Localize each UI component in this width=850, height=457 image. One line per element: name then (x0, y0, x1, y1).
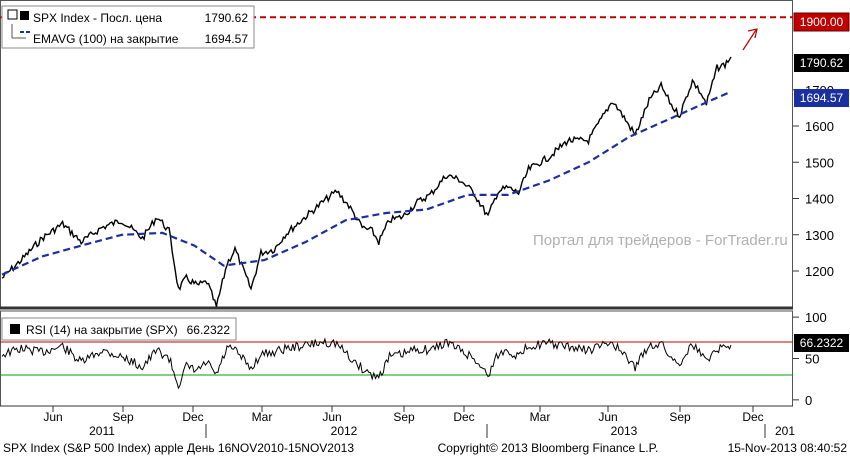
x-month-label: Sep (112, 410, 134, 424)
price-tick-label: 1400 (805, 192, 834, 207)
last-ema-tag: 1694.57 (794, 89, 849, 107)
target-value-tag: 1900.00 (793, 12, 850, 32)
rsi-legend-label: RSI (14) на закрытие (SPX) (26, 323, 178, 337)
target-value-label: 1900.00 (800, 15, 844, 29)
x-month-label: Dec (453, 410, 474, 424)
x-axis: Jun Sep Dec Mar Jun Sep Dec Mar Jun Sep Dec 2011 201… (0, 405, 795, 438)
footer: SPX Index (S&P 500 Index) apple День 16N… (3, 441, 847, 455)
last-ema-label: 1694.57 (800, 91, 844, 105)
last-price-tag: 1790.62 (794, 54, 849, 72)
rsi-legend-swatch (10, 324, 20, 334)
footer-copyright: Copyright© 2013 Bloomberg Finance L.P. (438, 441, 659, 455)
rsi-tick-label: 50 (805, 352, 819, 367)
price-tick-label: 1500 (805, 155, 834, 170)
last-price-label: 1790.62 (800, 56, 844, 70)
x-year-label: 2013 (611, 424, 638, 438)
price-legend-label: SPX Index - Посл. цена (33, 11, 162, 25)
rsi-last-label: 66.2322 (800, 336, 844, 350)
x-month-label: Sep (669, 410, 691, 424)
x-month-label: Mar (252, 410, 273, 424)
price-legend: SPX Index - Посл. цена 1790.62 EMAVG (10… (1, 5, 255, 49)
watermark-text: Портал для трейдеров - ForTrader.ru (533, 232, 788, 249)
ema-legend-value: 1694.57 (205, 32, 249, 46)
x-month-label: Dec (182, 410, 203, 424)
rsi-series-group (1, 337, 732, 390)
rsi-legend: RSI (14) на закрытие (SPX) 66.2322 (1, 317, 237, 341)
x-month-label: Jun (322, 410, 341, 424)
ema-series-line (1, 90, 732, 276)
price-tick-label: 1200 (805, 264, 834, 279)
x-year-label: 201 (775, 424, 795, 438)
rsi-axis: 0 50 100 (793, 310, 827, 408)
rsi-series-line (1, 337, 732, 390)
price-axis: 120013001400150016001700 (793, 83, 834, 279)
rsi-legend-value: 66.2322 (187, 323, 231, 337)
price-panel-frame (0, 0, 793, 309)
x-month-label: Jun (598, 410, 617, 424)
x-month-label: Jun (43, 410, 62, 424)
x-year-label: 2012 (331, 424, 358, 438)
footer-timestamp: 15-Nov-2013 08:40:52 (728, 441, 848, 455)
ema-legend-label: EMAVG (100) на закрытие (33, 32, 179, 46)
footer-left-text: SPX Index (S&P 500 Index) apple День 16N… (3, 441, 354, 455)
rsi-tick-label: 100 (805, 310, 827, 325)
price-tick-label: 1300 (805, 228, 834, 243)
x-month-label: Mar (530, 410, 551, 424)
target-arrow-icon (742, 28, 758, 51)
x-month-label: Dec (742, 410, 763, 424)
rsi-tick-label: 0 (805, 393, 812, 408)
price-legend-swatch (20, 11, 29, 20)
price-series-group (1, 56, 732, 307)
rsi-last-tag: 66.2322 (794, 334, 849, 352)
x-year-label: 2011 (89, 424, 115, 438)
price-tick-label: 1600 (805, 119, 834, 134)
price-series-line (1, 56, 732, 307)
x-month-label: Sep (393, 410, 415, 424)
price-legend-value: 1790.62 (205, 11, 249, 25)
